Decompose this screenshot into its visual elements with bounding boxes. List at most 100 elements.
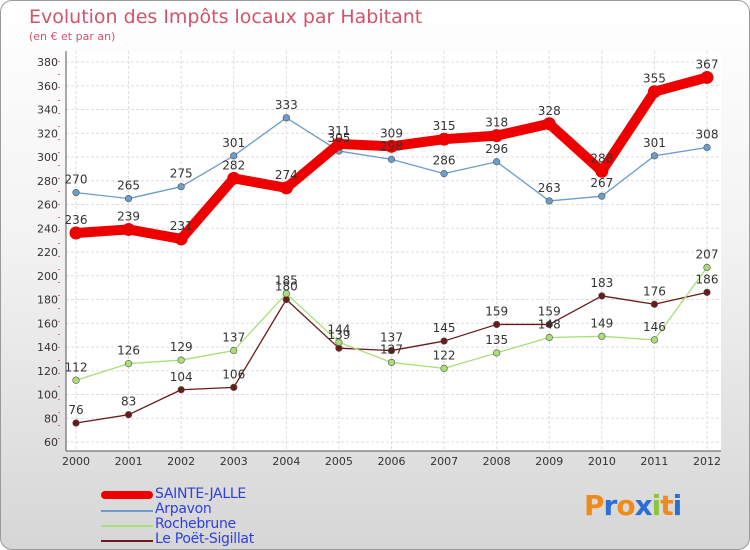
legend-swatch-rochebrune: [101, 525, 153, 527]
logo-letter: P: [584, 489, 605, 522]
data-label: 122: [433, 348, 456, 362]
y-tick-label: 100: [37, 389, 58, 402]
x-tick-label: 2007: [430, 455, 458, 468]
data-point: [545, 333, 553, 342]
data-point: [490, 129, 504, 143]
data-point: [72, 376, 80, 384]
data-point: [124, 411, 133, 419]
data-label: 286: [433, 154, 456, 168]
y-tick-label: 320: [37, 127, 58, 140]
data-label: 104: [170, 370, 193, 384]
data-point: [122, 222, 136, 236]
data-point: [124, 194, 133, 203]
y-tick-label: 380: [37, 56, 58, 69]
legend-label-rochebrune: Rochebrune: [155, 516, 236, 532]
data-label: 288: [590, 151, 613, 165]
data-point: [282, 289, 290, 298]
y-tick-label: 160: [37, 317, 58, 330]
data-point: [332, 137, 346, 151]
data-point: [230, 152, 238, 160]
data-point: [440, 337, 448, 345]
data-point: [542, 117, 556, 131]
grid: [66, 51, 721, 451]
data-point: [177, 386, 185, 394]
data-label: 315: [433, 119, 456, 133]
data-label: 159: [485, 304, 508, 318]
data-point: [282, 295, 290, 304]
x-tick-label: 2006: [378, 455, 406, 468]
data-point: [177, 183, 185, 191]
data-label: 275: [170, 167, 193, 181]
legend-label-arpavon: Arpavon: [155, 501, 212, 517]
y-tick-label: 220: [37, 246, 58, 259]
data-label: 129: [170, 340, 193, 354]
data-point: [493, 158, 501, 166]
legend-swatch-le-poet-sigillat: [101, 540, 153, 542]
data-point: [335, 344, 343, 352]
logo-letter: t: [660, 489, 673, 522]
legend-label-sainte-jalle: SAINTE-JALLE: [155, 486, 246, 502]
y-tick-label: 180: [37, 294, 58, 307]
data-point: [387, 346, 396, 355]
data-label: 139: [327, 328, 350, 342]
data-label: 176: [643, 284, 666, 298]
data-label: 267: [590, 176, 613, 190]
data-point: [647, 85, 661, 99]
logo-letter: i: [672, 489, 683, 522]
chart-title: Evolution des Impôts locaux par Habitant: [29, 6, 423, 28]
data-label: 135: [485, 333, 508, 347]
data-labels: 76 83 104 106 180 139 137 145 159 159 183 176 186 112…: [65, 57, 719, 417]
data-label: 149: [590, 316, 613, 330]
data-label: 309: [380, 126, 403, 140]
data-point: [385, 139, 398, 153]
data-label: 301: [222, 136, 245, 150]
data-label: 311: [327, 124, 350, 138]
data-point: [650, 300, 659, 308]
data-label: 296: [485, 142, 508, 156]
data-point: [335, 338, 343, 346]
y-tick-label: 120: [37, 365, 58, 378]
data-point: [700, 70, 714, 84]
axes: 60 80 100 120 140 160 180 200 220 240 260 280 300 320…: [37, 51, 721, 468]
x-tick-label: 2000: [62, 455, 90, 468]
data-point: [72, 419, 80, 427]
data-point: [227, 171, 241, 185]
legend-swatch-arpavon: [101, 510, 153, 512]
data-label: 144: [327, 322, 350, 336]
data-label: 112: [65, 360, 88, 374]
proxiti-logo: Proxiti: [584, 489, 683, 522]
data-label: 127: [380, 342, 403, 356]
y-tick-label: 280: [37, 175, 58, 188]
series-lines: [69, 70, 714, 427]
data-point: [440, 170, 448, 178]
data-point: [72, 189, 80, 197]
data-label: 180: [275, 280, 298, 294]
data-point: [703, 288, 711, 296]
data-point: [282, 114, 290, 122]
data-label: 183: [590, 276, 613, 290]
logo-letter: o: [616, 489, 635, 522]
data-label: 263: [538, 181, 561, 195]
data-label: 274: [275, 168, 298, 182]
data-point: [440, 364, 448, 372]
x-tick-label: 2003: [220, 455, 248, 468]
y-tick-label: 260: [37, 199, 58, 212]
y-tick-label: 60: [44, 436, 58, 449]
data-label: 305: [327, 131, 350, 145]
data-label: 282: [222, 158, 245, 172]
x-tick-label: 2002: [167, 455, 195, 468]
x-tick-label: 2008: [483, 455, 511, 468]
data-label: 308: [696, 128, 719, 142]
data-point: [598, 332, 606, 340]
data-label: 318: [485, 116, 508, 130]
x-tick-label: 2004: [272, 455, 300, 468]
x-tick-label: 2005: [325, 455, 353, 468]
data-point: [703, 143, 711, 152]
data-point: [650, 336, 659, 344]
data-point: [387, 155, 396, 163]
data-label: 265: [117, 179, 140, 193]
data-label: 298: [380, 139, 403, 153]
data-point: [230, 346, 238, 355]
data-point: [387, 358, 396, 367]
